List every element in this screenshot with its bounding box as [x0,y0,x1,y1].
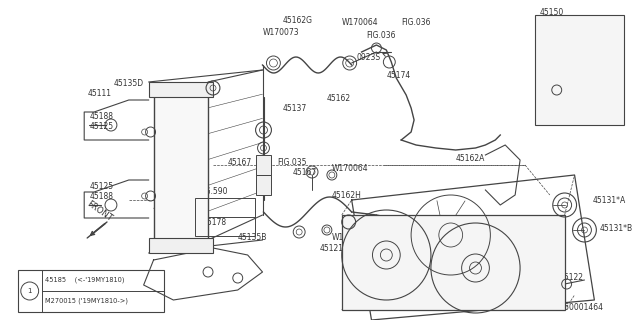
Bar [535,15,624,125]
Text: 45162: 45162 [327,93,351,102]
Bar [148,82,213,97]
Text: 45167: 45167 [228,157,252,166]
Text: 45131*B: 45131*B [599,223,632,233]
Text: 45174: 45174 [387,70,411,79]
Text: 45121B: 45121B [456,303,485,313]
Bar [342,215,564,310]
Text: W170073: W170073 [262,28,299,36]
Text: 45188: 45188 [89,111,113,121]
Text: A450001464: A450001464 [556,303,604,312]
Text: 45167: 45167 [292,167,317,177]
Text: FIG.590: FIG.590 [198,187,228,196]
Text: 45125: 45125 [89,122,113,131]
Text: FIG.036: FIG.036 [367,30,396,39]
Text: 45135B: 45135B [238,233,268,242]
Text: FIG.035: FIG.035 [277,157,307,166]
Text: 45162H: 45162H [332,190,362,199]
Text: W170073: W170073 [332,233,369,242]
Text: 45125: 45125 [89,181,113,190]
Text: 45121A: 45121A [319,244,349,252]
Text: 45188: 45188 [89,191,113,201]
Text: 1: 1 [347,220,351,225]
Bar [18,270,164,312]
Text: 1: 1 [28,288,32,294]
Text: W170064: W170064 [342,18,378,27]
Bar [255,155,271,175]
Text: 45185    (<-'19MY1810): 45185 (<-'19MY1810) [45,277,124,283]
Text: W170064: W170064 [332,164,369,172]
Text: 45137B: 45137B [570,70,599,79]
Text: 45187A: 45187A [387,303,416,313]
Bar [195,198,255,236]
Text: 45122: 45122 [560,274,584,283]
Text: 45131*A: 45131*A [593,196,626,204]
Bar [154,95,208,240]
Bar [255,175,271,195]
Bar [148,238,213,253]
Text: M270015 ('19MY1810->): M270015 ('19MY1810->) [45,298,127,304]
Text: 45150: 45150 [540,7,564,17]
Text: 45111: 45111 [87,89,111,98]
Text: 0923S: 0923S [356,52,381,61]
Text: 45135D: 45135D [113,78,143,87]
Text: 45162G: 45162G [282,15,312,25]
Text: FIG.036: FIG.036 [401,18,431,27]
Text: FRONT: FRONT [85,199,114,223]
Text: 45162A: 45162A [456,154,485,163]
Text: 45137: 45137 [282,103,307,113]
Text: 45178: 45178 [203,218,227,227]
